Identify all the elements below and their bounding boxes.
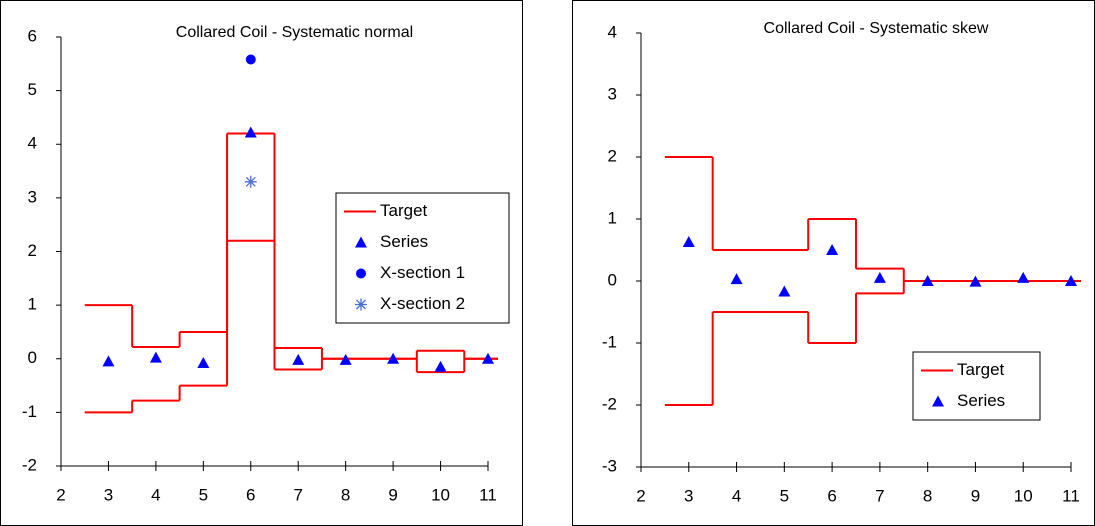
legend-label: Target bbox=[380, 201, 428, 220]
triangle-marker bbox=[1065, 275, 1077, 286]
legend-label: X-section 2 bbox=[380, 294, 465, 313]
chart-panel: -2 -1 0 1 2 3 4 5 6 2 3 4 5 6 7 8 9 10 11 Collared Coil - S… bbox=[0, 0, 523, 526]
triangle-marker bbox=[355, 236, 367, 248]
triangle-marker bbox=[197, 357, 210, 369]
circle-marker bbox=[245, 54, 256, 65]
y-tick-label: 3 bbox=[28, 187, 37, 206]
x-tick-label: 5 bbox=[780, 486, 789, 505]
x-tick-label: 9 bbox=[971, 486, 980, 505]
plot bbox=[664, 156, 1081, 406]
y-tick-label: 4 bbox=[608, 22, 617, 41]
legend-label: Series bbox=[380, 232, 428, 251]
asterisk-marker bbox=[355, 298, 367, 311]
chart-panel: -3 -2 -1 0 1 2 3 4 2 3 4 5 6 7 8 9 10 11 Collared Coil - S… bbox=[572, 0, 1095, 526]
triangle-marker bbox=[434, 360, 447, 372]
triangle-marker bbox=[339, 353, 352, 365]
x-tick-label: 3 bbox=[104, 485, 113, 504]
triangle-marker bbox=[482, 352, 494, 364]
circle-marker bbox=[356, 268, 366, 279]
x-tick-label: 2 bbox=[636, 486, 645, 505]
y-tick-label: 6 bbox=[28, 26, 37, 45]
y-tick-label: 3 bbox=[608, 84, 617, 103]
triangle-marker bbox=[730, 273, 743, 285]
triangle-marker bbox=[778, 285, 791, 297]
panel-border bbox=[572, 0, 1095, 526]
triangle-marker bbox=[387, 352, 400, 364]
legend-label: X-section 1 bbox=[380, 263, 465, 282]
triangle-marker bbox=[826, 244, 839, 255]
x-tick-label: 9 bbox=[388, 485, 397, 504]
legend-box bbox=[912, 351, 1041, 421]
y-tick-label: -1 bbox=[602, 332, 617, 351]
y-tick-label: 5 bbox=[28, 80, 37, 99]
y-tick-label: 1 bbox=[28, 295, 37, 314]
x-tick-label: 7 bbox=[875, 486, 884, 505]
y-tick-label: -2 bbox=[22, 455, 37, 474]
x-tick-label: 4 bbox=[151, 485, 160, 504]
x-tick-label: 5 bbox=[199, 485, 208, 504]
triangle-marker bbox=[932, 395, 944, 407]
x-tick-label: 11 bbox=[479, 485, 497, 504]
y-tick-label: 2 bbox=[608, 146, 617, 165]
x-tick-label: 8 bbox=[341, 485, 350, 504]
x-tick-label: 10 bbox=[1014, 486, 1033, 505]
x-tick-label: 11 bbox=[1062, 486, 1080, 505]
y-tick-label: 4 bbox=[28, 134, 37, 153]
legend-label: Series bbox=[957, 391, 1005, 410]
chart-title: Collared Coil - Systematic skew bbox=[764, 20, 989, 37]
x-tick-label: 6 bbox=[246, 485, 255, 504]
triangle-marker bbox=[102, 355, 115, 367]
plot bbox=[84, 54, 498, 414]
x-tick-label: 10 bbox=[431, 485, 450, 504]
y-tick-label: -2 bbox=[602, 394, 617, 413]
triangle-marker bbox=[873, 271, 886, 283]
x-tick-label: 6 bbox=[827, 486, 836, 505]
x-tick-label: 2 bbox=[56, 485, 65, 504]
x-tick-label: 3 bbox=[684, 486, 693, 505]
x-tick-label: 7 bbox=[293, 485, 302, 504]
y-tick-label: 0 bbox=[608, 270, 617, 289]
triangle-marker bbox=[921, 275, 934, 286]
triangle-marker bbox=[682, 235, 695, 247]
triangle-marker bbox=[1017, 271, 1030, 283]
triangle-marker bbox=[969, 275, 982, 287]
legend: Target Series X-section 1 X-section 2 bbox=[335, 192, 510, 324]
y-tick-label: -1 bbox=[22, 402, 37, 421]
asterisk-marker bbox=[244, 175, 257, 188]
chart-title: Collared Coil - Systematic normal bbox=[176, 24, 413, 41]
x-tick-label: 4 bbox=[732, 486, 741, 505]
x-tick-label: 8 bbox=[923, 486, 932, 505]
y-tick-label: -3 bbox=[602, 456, 617, 475]
legend-label: Target bbox=[957, 360, 1005, 379]
legend: Target Series bbox=[912, 351, 1041, 421]
y-tick-label: 2 bbox=[28, 241, 37, 260]
y-tick-label: 0 bbox=[28, 348, 37, 367]
y-tick-label: 1 bbox=[608, 208, 617, 227]
triangle-marker bbox=[244, 126, 257, 138]
triangle-marker bbox=[292, 353, 305, 365]
triangle-marker bbox=[149, 351, 162, 363]
